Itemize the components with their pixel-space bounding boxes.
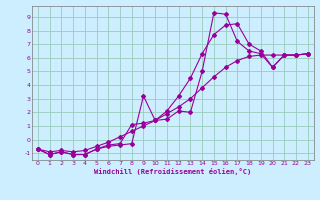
X-axis label: Windchill (Refroidissement éolien,°C): Windchill (Refroidissement éolien,°C) bbox=[94, 168, 252, 175]
